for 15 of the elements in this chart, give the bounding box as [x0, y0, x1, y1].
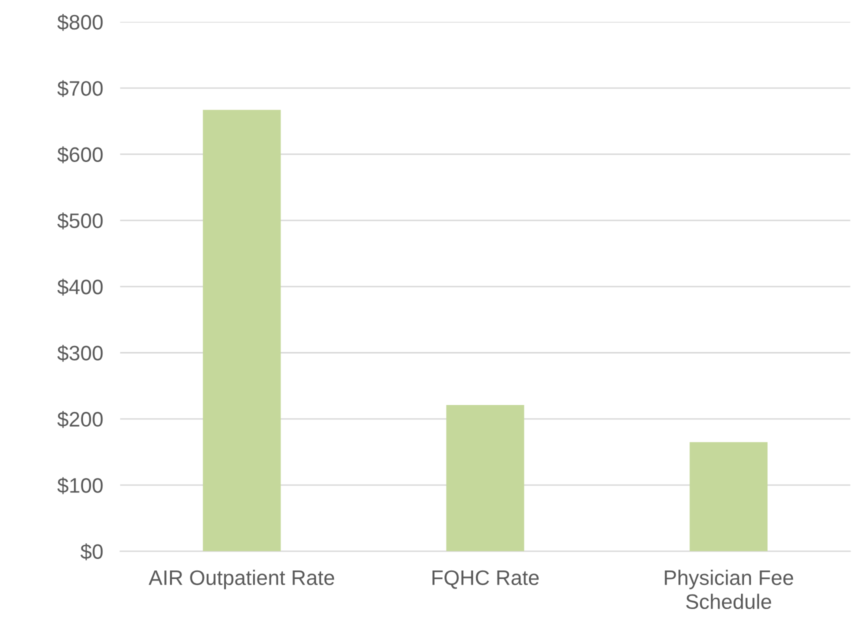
y-tick-label: $400: [57, 278, 103, 296]
x-tick-label: AIR Outpatient Rate: [148, 570, 334, 590]
y-tick-label: $200: [57, 411, 103, 428]
y-tick-label: $600: [57, 146, 103, 164]
bar: [690, 442, 768, 552]
y-tick-label: $0: [80, 543, 103, 560]
y-tick-label: $500: [57, 212, 103, 230]
x-tick-label: Physician Fee Schedule: [664, 570, 794, 610]
bar: [446, 405, 524, 552]
bar: [202, 110, 281, 552]
y-tick-label: $800: [57, 14, 103, 31]
x-tick-label: FQHC Rate: [432, 570, 539, 589]
y-tick-label: $700: [57, 80, 103, 98]
y-tick-label: $300: [57, 344, 103, 362]
y-tick-label: $100: [57, 477, 103, 494]
